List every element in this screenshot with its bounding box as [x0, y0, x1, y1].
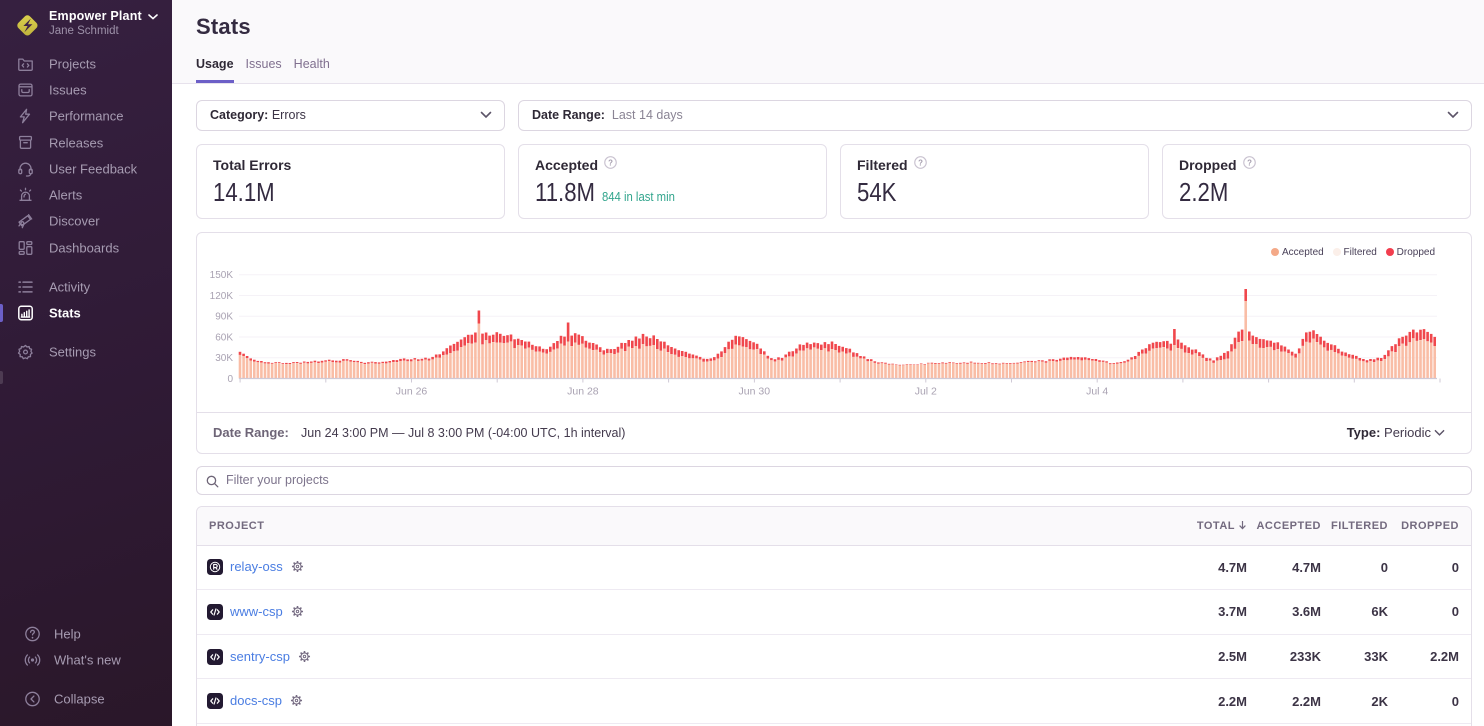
svg-text:Jun 28: Jun 28: [567, 386, 599, 398]
svg-text:120K: 120K: [210, 291, 234, 302]
svg-text:?: ?: [608, 158, 613, 167]
svg-text:Jun 30: Jun 30: [739, 386, 771, 398]
svg-text:150K: 150K: [210, 270, 234, 281]
svg-text:?: ?: [918, 158, 923, 167]
svg-text:Jul 4: Jul 4: [1086, 386, 1108, 398]
svg-text:0: 0: [227, 374, 233, 385]
svg-text:Jun 26: Jun 26: [396, 386, 428, 398]
svg-text:60K: 60K: [215, 333, 233, 344]
svg-text:30K: 30K: [215, 353, 233, 364]
svg-text:?: ?: [1247, 158, 1252, 167]
svg-text:Jul 2: Jul 2: [915, 386, 937, 398]
svg-text:90K: 90K: [215, 312, 233, 323]
